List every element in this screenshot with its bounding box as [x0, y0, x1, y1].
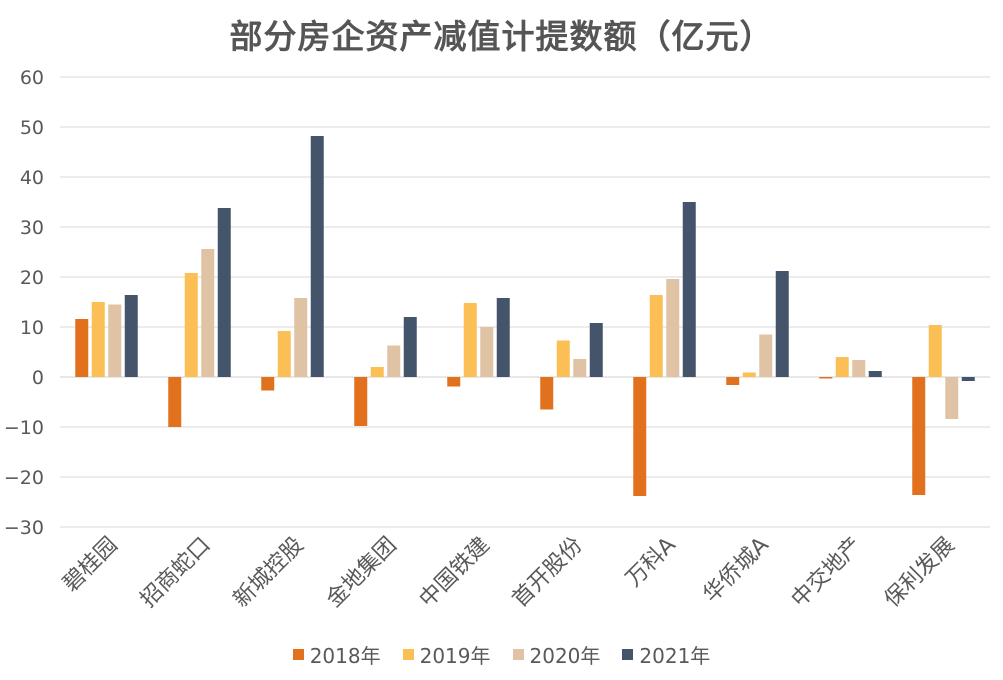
bar-3-7: [666, 279, 680, 377]
y-tick-label: −20: [4, 467, 44, 489]
legend-item: 2019年: [402, 640, 491, 669]
x-category-label: 中交地产: [787, 533, 867, 613]
y-tick-label: 20: [20, 267, 44, 289]
bar-4-10: [961, 377, 975, 381]
legend-swatch: [622, 649, 634, 660]
bar-1-10: [912, 377, 926, 495]
bar-1-3: [261, 377, 275, 391]
y-tick-label: 10: [20, 317, 44, 339]
bar-1-8: [726, 377, 740, 385]
legend-swatch: [512, 649, 524, 660]
x-category-label: 首开股份: [508, 533, 588, 613]
bar-1-6: [540, 377, 554, 410]
bar-chart-plot: 60 50 40 30 20 10 0 −10 −20 −30 碧桂园 招商蛇口 新城控股 金地集团 中国铁…: [4, 67, 990, 613]
bar-4-9: [868, 371, 882, 377]
legend-swatch: [402, 649, 414, 660]
bar-2-1: [91, 302, 105, 377]
y-tick-label: −10: [4, 417, 44, 439]
chart-legend: 2018年 2019年 2020年 2021年: [0, 640, 1003, 669]
bar-2-5: [463, 303, 477, 377]
y-tick-label: 50: [20, 117, 44, 139]
bar-1-1: [75, 319, 89, 377]
x-category-label: 新城控股: [229, 533, 309, 613]
bar-3-9: [852, 360, 866, 377]
bar-4-8: [775, 271, 789, 377]
y-tick-label: 30: [20, 217, 44, 239]
bar-3-5: [480, 327, 494, 377]
x-category-label: 中国铁建: [415, 533, 495, 613]
y-tick-label: 40: [20, 167, 44, 189]
x-category-label: 万科A: [621, 533, 680, 592]
bar-3-1: [108, 304, 122, 377]
bar-3-10: [945, 377, 959, 419]
bar-3-8: [759, 334, 773, 377]
y-tick-label: 60: [20, 67, 44, 89]
bar-1-9: [819, 377, 833, 379]
bar-4-5: [496, 298, 510, 377]
legend-label: 2019年: [419, 644, 491, 668]
bar-4-2: [217, 208, 231, 377]
bar-2-2: [184, 273, 198, 377]
legend-item: 2018年: [292, 640, 381, 669]
bar-2-7: [649, 295, 663, 377]
x-category-label: 招商蛇口: [136, 533, 216, 613]
bar-4-7: [682, 202, 696, 377]
bar-1-5: [447, 377, 461, 387]
legend-label: 2018年: [309, 644, 381, 668]
x-category-label: 华侨城A: [699, 533, 774, 608]
bar-4-6: [589, 323, 603, 377]
bar-2-4: [370, 367, 384, 377]
bar-4-3: [310, 136, 324, 377]
legend-label: 2021年: [639, 644, 711, 668]
bar-2-9: [835, 357, 849, 377]
chart-title: 部分房企资产减值计提数额（亿元）: [229, 17, 774, 56]
legend-swatch: [292, 649, 304, 660]
x-category-label: 碧桂园: [58, 533, 122, 597]
bar-3-2: [201, 249, 215, 377]
legend-label: 2020年: [529, 644, 601, 668]
bar-3-4: [387, 345, 401, 377]
bar-1-7: [633, 377, 647, 496]
bar-1-4: [354, 377, 368, 426]
legend-item: 2020年: [512, 640, 601, 669]
bar-4-4: [403, 317, 417, 377]
bar-2-10: [928, 325, 942, 377]
bar-2-6: [556, 340, 570, 377]
bar-1-2: [168, 377, 182, 427]
bar-2-3: [277, 331, 291, 377]
bar-3-3: [294, 298, 308, 377]
bar-3-6: [573, 359, 587, 377]
x-category-label: 金地集团: [322, 533, 402, 613]
bar-4-1: [124, 295, 138, 377]
legend-item: 2021年: [622, 640, 710, 669]
y-tick-label: 0: [32, 367, 44, 389]
y-tick-label: −30: [4, 517, 44, 539]
x-category-label: 保利发展: [880, 533, 960, 613]
bar-2-8: [742, 372, 756, 377]
